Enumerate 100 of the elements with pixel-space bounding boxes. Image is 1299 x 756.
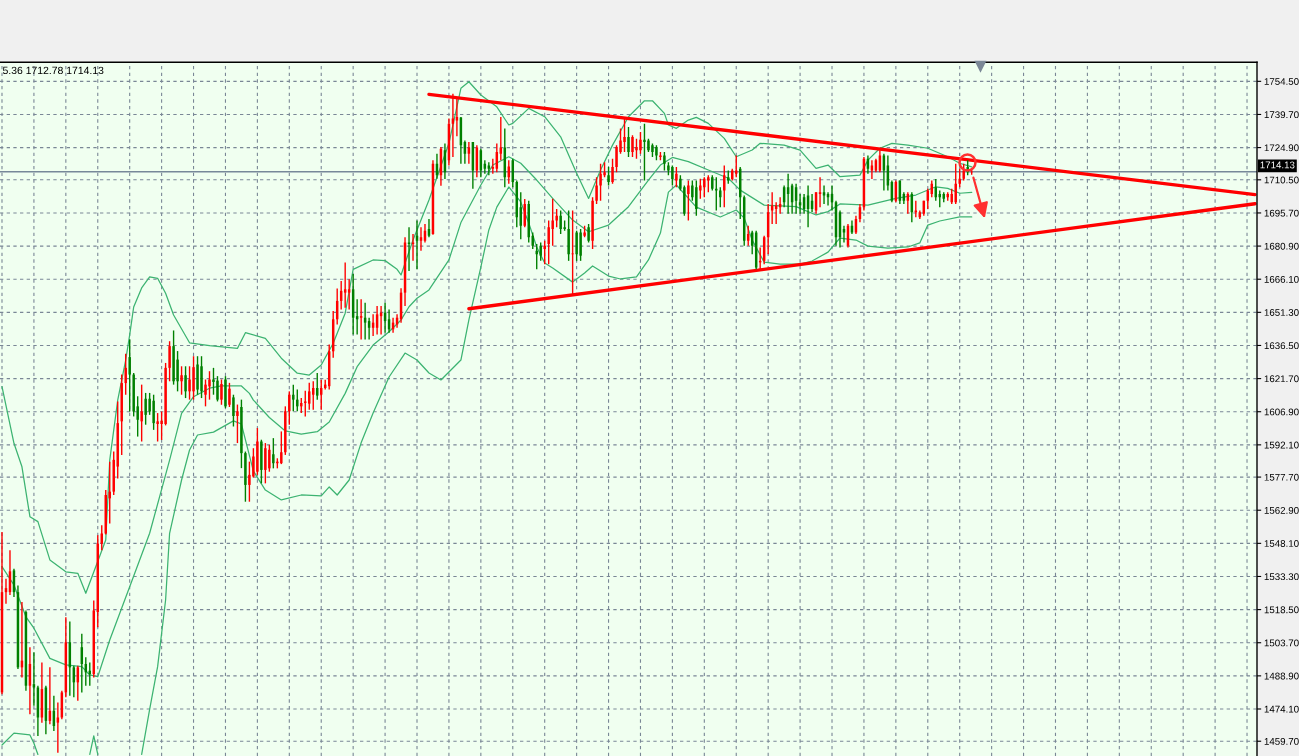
candlestick <box>715 176 718 212</box>
candlestick <box>735 154 738 178</box>
y-tick-label: 1739.70 <box>1264 111 1299 119</box>
y-tick-label: 1710.50 <box>1264 176 1299 184</box>
candlestick <box>236 403 239 444</box>
candlestick <box>579 228 582 262</box>
candlestick <box>128 338 131 413</box>
candlestick <box>543 240 546 265</box>
y-tick-label: 1651.30 <box>1264 309 1299 316</box>
ref-line-label: 1714.13 <box>1260 161 1295 169</box>
candlestick <box>647 137 650 153</box>
candlestick <box>32 651 36 707</box>
candlestick <box>192 355 195 401</box>
candlestick <box>675 166 678 188</box>
candlestick <box>288 390 291 426</box>
candlestick <box>180 365 183 396</box>
candlestick <box>663 151 666 172</box>
candlestick <box>220 378 223 406</box>
candlestick <box>958 168 961 188</box>
y-tick-label: 1754.50 <box>1264 78 1299 85</box>
candlestick <box>212 367 215 396</box>
candlestick <box>611 158 614 185</box>
candlestick <box>124 353 127 396</box>
candlestick <box>264 442 267 485</box>
candlestick <box>200 355 203 399</box>
candlestick <box>639 131 642 155</box>
candlestick <box>591 196 594 250</box>
candlestick <box>272 437 275 470</box>
y-tick-label: 1592.10 <box>1264 441 1299 449</box>
candlestick <box>152 394 155 431</box>
candlestick <box>188 365 191 401</box>
candlestick <box>547 219 550 265</box>
candlestick <box>343 261 347 309</box>
candlestick <box>260 439 263 485</box>
y-tick-label: 1724.90 <box>1264 144 1299 152</box>
y-tick-label: 1518.50 <box>1264 606 1299 614</box>
candlestick <box>659 151 662 162</box>
candlestick <box>292 383 295 412</box>
candlestick <box>655 144 658 162</box>
candlestick <box>156 412 159 443</box>
y-tick-label: 1533.30 <box>1264 573 1299 581</box>
candlestick <box>535 243 538 270</box>
y-tick-label: 1459.70 <box>1264 737 1299 745</box>
candlestick <box>599 163 602 202</box>
candlestick <box>208 370 211 401</box>
candlestick <box>643 122 646 182</box>
y-tick-label: 1621.70 <box>1264 375 1299 383</box>
candlestick <box>583 225 586 239</box>
candlestick <box>196 355 199 396</box>
candlestick <box>407 226 411 272</box>
candlestick <box>627 126 630 158</box>
y-tick-label: 1577.70 <box>1264 473 1299 481</box>
candlestick <box>359 298 363 341</box>
candlestick <box>56 701 60 754</box>
candlestick <box>563 219 566 232</box>
candlestick <box>607 166 610 187</box>
y-tick-label: 1680.90 <box>1264 242 1299 250</box>
candlestick <box>671 164 674 187</box>
candlestick <box>144 392 147 426</box>
y-tick-label: 1606.90 <box>1264 408 1299 416</box>
candlestick <box>304 389 307 418</box>
candlestick <box>551 198 554 247</box>
candlestick <box>296 388 299 412</box>
candlestick <box>818 176 822 209</box>
candlestick <box>280 430 283 465</box>
candlestick <box>587 223 590 244</box>
candlestick <box>347 278 351 311</box>
candlestick <box>595 176 598 205</box>
candlestick <box>651 142 654 158</box>
candlestick <box>248 460 251 503</box>
y-tick-label: 1636.50 <box>1264 342 1299 350</box>
y-tick-label: 1562.90 <box>1264 506 1299 514</box>
candlestick <box>268 444 271 473</box>
candlestick <box>228 382 231 408</box>
candlestick <box>719 186 722 209</box>
candlestick <box>567 209 570 262</box>
candlestick <box>419 226 423 252</box>
candlestick <box>240 398 243 469</box>
candlestick <box>232 394 235 428</box>
candlestick <box>687 179 690 222</box>
candlestick <box>575 229 578 262</box>
annotation: 5.36 1712.78 1714.13 <box>2 66 104 75</box>
candlestick <box>204 378 207 408</box>
candlestick <box>244 450 247 503</box>
candlestick <box>168 340 171 382</box>
y-tick-label: 1503.70 <box>1264 639 1299 647</box>
candlestick <box>491 158 495 175</box>
candlestick <box>256 427 259 476</box>
candlestick <box>667 161 670 177</box>
candlestick <box>184 365 187 399</box>
candlestick <box>216 375 219 403</box>
candlestick <box>172 329 175 386</box>
candlestick <box>623 117 626 153</box>
candlestick <box>539 241 542 262</box>
y-tick-label: 1666.10 <box>1264 275 1299 283</box>
candlestick <box>914 199 918 218</box>
candlestick <box>631 134 634 158</box>
candlestick <box>703 176 706 198</box>
candlestick <box>954 163 957 205</box>
candlestick <box>559 209 562 235</box>
